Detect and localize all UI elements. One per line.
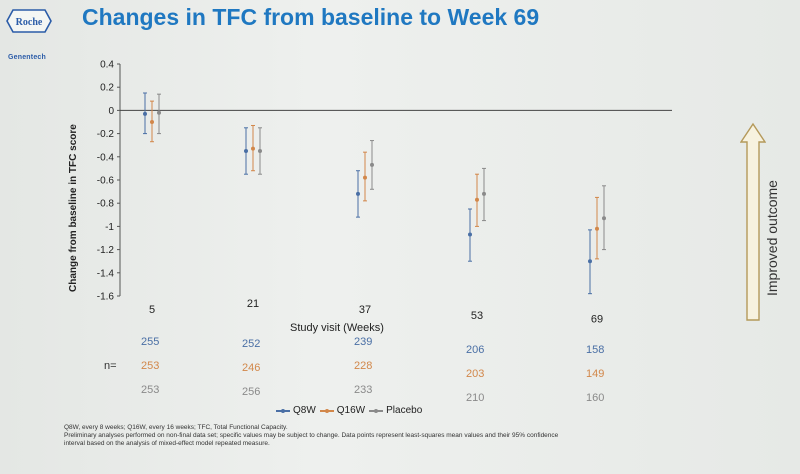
legend-item-q8w: Q8W xyxy=(276,405,316,416)
n-count-q16w: 149 xyxy=(586,368,605,380)
legend-label-placebo: Placebo xyxy=(386,405,423,416)
x-tick-label: 69 xyxy=(591,314,603,326)
y-axis-title: Change from baseline in TFC score xyxy=(68,124,79,292)
x-tick-label: 37 xyxy=(359,304,371,316)
roche-logo: Roche xyxy=(6,8,52,34)
n-count-placebo: 256 xyxy=(242,386,261,398)
legend-item-q16w: Q16W xyxy=(319,405,366,416)
y-tick-label: -0.2 xyxy=(97,129,115,140)
data-point xyxy=(363,175,367,180)
data-point xyxy=(595,226,599,231)
n-count-placebo: 160 xyxy=(586,392,605,404)
n-count-q16w: 228 xyxy=(354,360,373,372)
legend-swatch-q8w xyxy=(276,408,290,413)
data-point xyxy=(251,146,255,151)
n-count-placebo: 233 xyxy=(354,384,373,396)
y-tick-label: 0.4 xyxy=(100,60,114,71)
n-count-q8w: 239 xyxy=(354,336,373,348)
chart-legend: Q8W Q16W Placebo xyxy=(276,405,422,416)
data-point xyxy=(588,259,592,264)
y-tick-label: -0.6 xyxy=(97,176,115,187)
improved-outcome-label: Improved outcome xyxy=(764,180,780,296)
x-tick-label: 53 xyxy=(471,310,483,322)
footnotes: Q8W, every 8 weeks; Q16W, every 16 weeks… xyxy=(64,424,764,448)
improved-outcome-arrow-icon xyxy=(739,122,767,322)
n-label: n= xyxy=(104,360,117,372)
x-tick-label: 21 xyxy=(247,298,259,310)
y-tick-label: -1 xyxy=(105,222,114,233)
y-tick-label: -1.2 xyxy=(97,245,115,256)
legend-swatch-placebo xyxy=(369,408,384,413)
svg-text:Roche: Roche xyxy=(16,17,43,28)
legend-label-q8w: Q8W xyxy=(293,405,316,416)
footnote-line: Q8W, every 8 weeks; Q16W, every 16 weeks… xyxy=(64,424,288,431)
x-tick-label: 5 xyxy=(149,304,155,316)
x-axis-title: Study visit (Weeks) xyxy=(290,322,384,334)
footnote-line: Preliminary analyses performed on non-fi… xyxy=(64,432,559,439)
legend-label-q16w: Q16W xyxy=(336,405,366,416)
y-tick-label: 0.2 xyxy=(100,83,114,94)
data-point xyxy=(370,162,374,167)
data-point xyxy=(157,110,161,115)
n-count-placebo: 253 xyxy=(141,384,160,396)
data-point xyxy=(602,216,606,221)
n-count-q8w: 158 xyxy=(586,344,605,356)
n-count-q8w: 255 xyxy=(141,336,160,348)
roche-hexagon-icon: Roche xyxy=(6,9,52,33)
data-point xyxy=(356,191,360,196)
data-point xyxy=(150,120,154,124)
n-count-placebo: 210 xyxy=(466,392,485,404)
n-count-q16w: 203 xyxy=(466,368,485,380)
legend-swatch-q16w xyxy=(319,408,334,413)
n-count-q8w: 252 xyxy=(242,338,261,350)
y-tick-label: -0.4 xyxy=(97,152,115,163)
data-point xyxy=(143,111,147,116)
footnote-line: interval based on the analysis of mixed-… xyxy=(64,440,270,447)
y-tick-label: -0.8 xyxy=(97,199,115,210)
data-point xyxy=(475,197,479,202)
n-count-q8w: 206 xyxy=(466,344,485,356)
legend-item-placebo: Placebo xyxy=(369,405,422,416)
data-point xyxy=(468,232,472,237)
y-tick-label: -1.6 xyxy=(97,292,115,303)
page-title: Changes in TFC from baseline to Week 69 xyxy=(82,4,540,30)
data-point xyxy=(244,149,248,153)
n-count-q16w: 246 xyxy=(242,362,261,374)
y-tick-label: -1.4 xyxy=(97,268,115,279)
n-count-q16w: 253 xyxy=(141,360,160,372)
y-tick-label: 0 xyxy=(108,106,114,117)
genentech-logo: Genentech xyxy=(8,54,46,61)
data-point xyxy=(258,149,262,153)
data-point xyxy=(482,191,486,196)
